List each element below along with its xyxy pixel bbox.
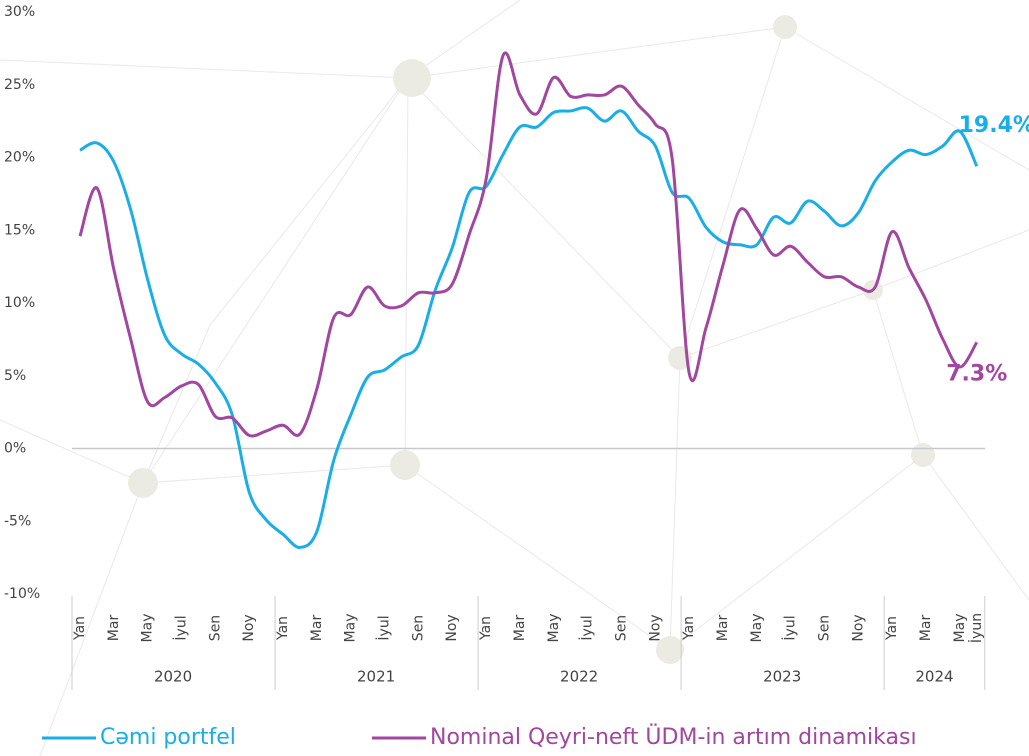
- lines: 19.4% 7.3%: [80, 53, 1029, 548]
- x-tick-label: Yan: [478, 616, 494, 641]
- data-label: 19.4%: [959, 113, 1029, 138]
- x-tick-label: Mar: [918, 615, 934, 642]
- y-tick-label: 5%: [4, 368, 26, 384]
- x-tick-label: Sen: [207, 615, 223, 641]
- x-tick-label: Yan: [72, 616, 88, 641]
- x-tick-label: Sen: [410, 615, 426, 641]
- x-tick-label: May: [749, 614, 765, 643]
- x-group-label: 2020: [154, 668, 192, 686]
- x-tick-label: İyul: [375, 615, 393, 640]
- x-tick-label: Mar: [512, 615, 528, 642]
- y-tick-label: 25%: [4, 77, 35, 93]
- x-tick-label: Mar: [309, 615, 325, 642]
- legend-label: Cəmi portfel: [100, 725, 236, 750]
- x-tick-label: Yan: [275, 616, 291, 641]
- legend-label: Nominal Qeyri-neft ÜDM-in artım dinamika…: [430, 724, 917, 750]
- x-tick-label: Sen: [613, 615, 629, 641]
- x-group-label: 2022: [560, 668, 598, 686]
- x-group-label: 2024: [915, 668, 953, 686]
- x-tick-label: Mar: [106, 615, 122, 642]
- data-label: 7.3%: [946, 361, 1007, 386]
- y-tick-label: -5%: [4, 513, 31, 529]
- x-tick-label: Yan: [681, 616, 697, 641]
- x-tick-label: İyul: [781, 615, 799, 640]
- x-tick-label: Mar: [715, 615, 731, 642]
- series-line: [80, 108, 977, 548]
- x-group-label: 2023: [763, 668, 801, 686]
- y-tick-label: 0%: [4, 441, 26, 457]
- x-tick-label: May: [343, 614, 359, 643]
- y-tick-label: 20%: [4, 150, 35, 166]
- x-tick-label: Noy: [647, 614, 663, 641]
- x-tick-label: May: [952, 614, 968, 643]
- x-tick-label: Noy: [444, 614, 460, 641]
- x-tick-label: Sen: [816, 615, 832, 641]
- x-group-label: 2021: [357, 668, 395, 686]
- x-tick-label: Noy: [241, 614, 257, 641]
- x-tick-label: May: [546, 614, 562, 643]
- y-tick-label: 15%: [4, 222, 35, 238]
- y-tick-label: 30%: [4, 4, 35, 20]
- chart: -10% -5% 0% 5% 10% 15% 20% 25% 30% Yan Mar May İyul S…: [0, 0, 1029, 756]
- series-line: [80, 53, 977, 436]
- y-tick-label: -10%: [4, 586, 40, 602]
- y-tick-label: 10%: [4, 295, 35, 311]
- legend: Cəmi portfel Nominal Qeyri-neft ÜDM-in ar…: [42, 724, 917, 750]
- x-tick-label: İyul: [578, 615, 596, 640]
- x-tick-label: İyun: [967, 613, 985, 643]
- x-tick-label: May: [140, 614, 156, 643]
- x-tick-label: Noy: [850, 614, 866, 641]
- x-tick-label: İyul: [172, 615, 190, 640]
- x-tick-label: Yan: [884, 616, 900, 641]
